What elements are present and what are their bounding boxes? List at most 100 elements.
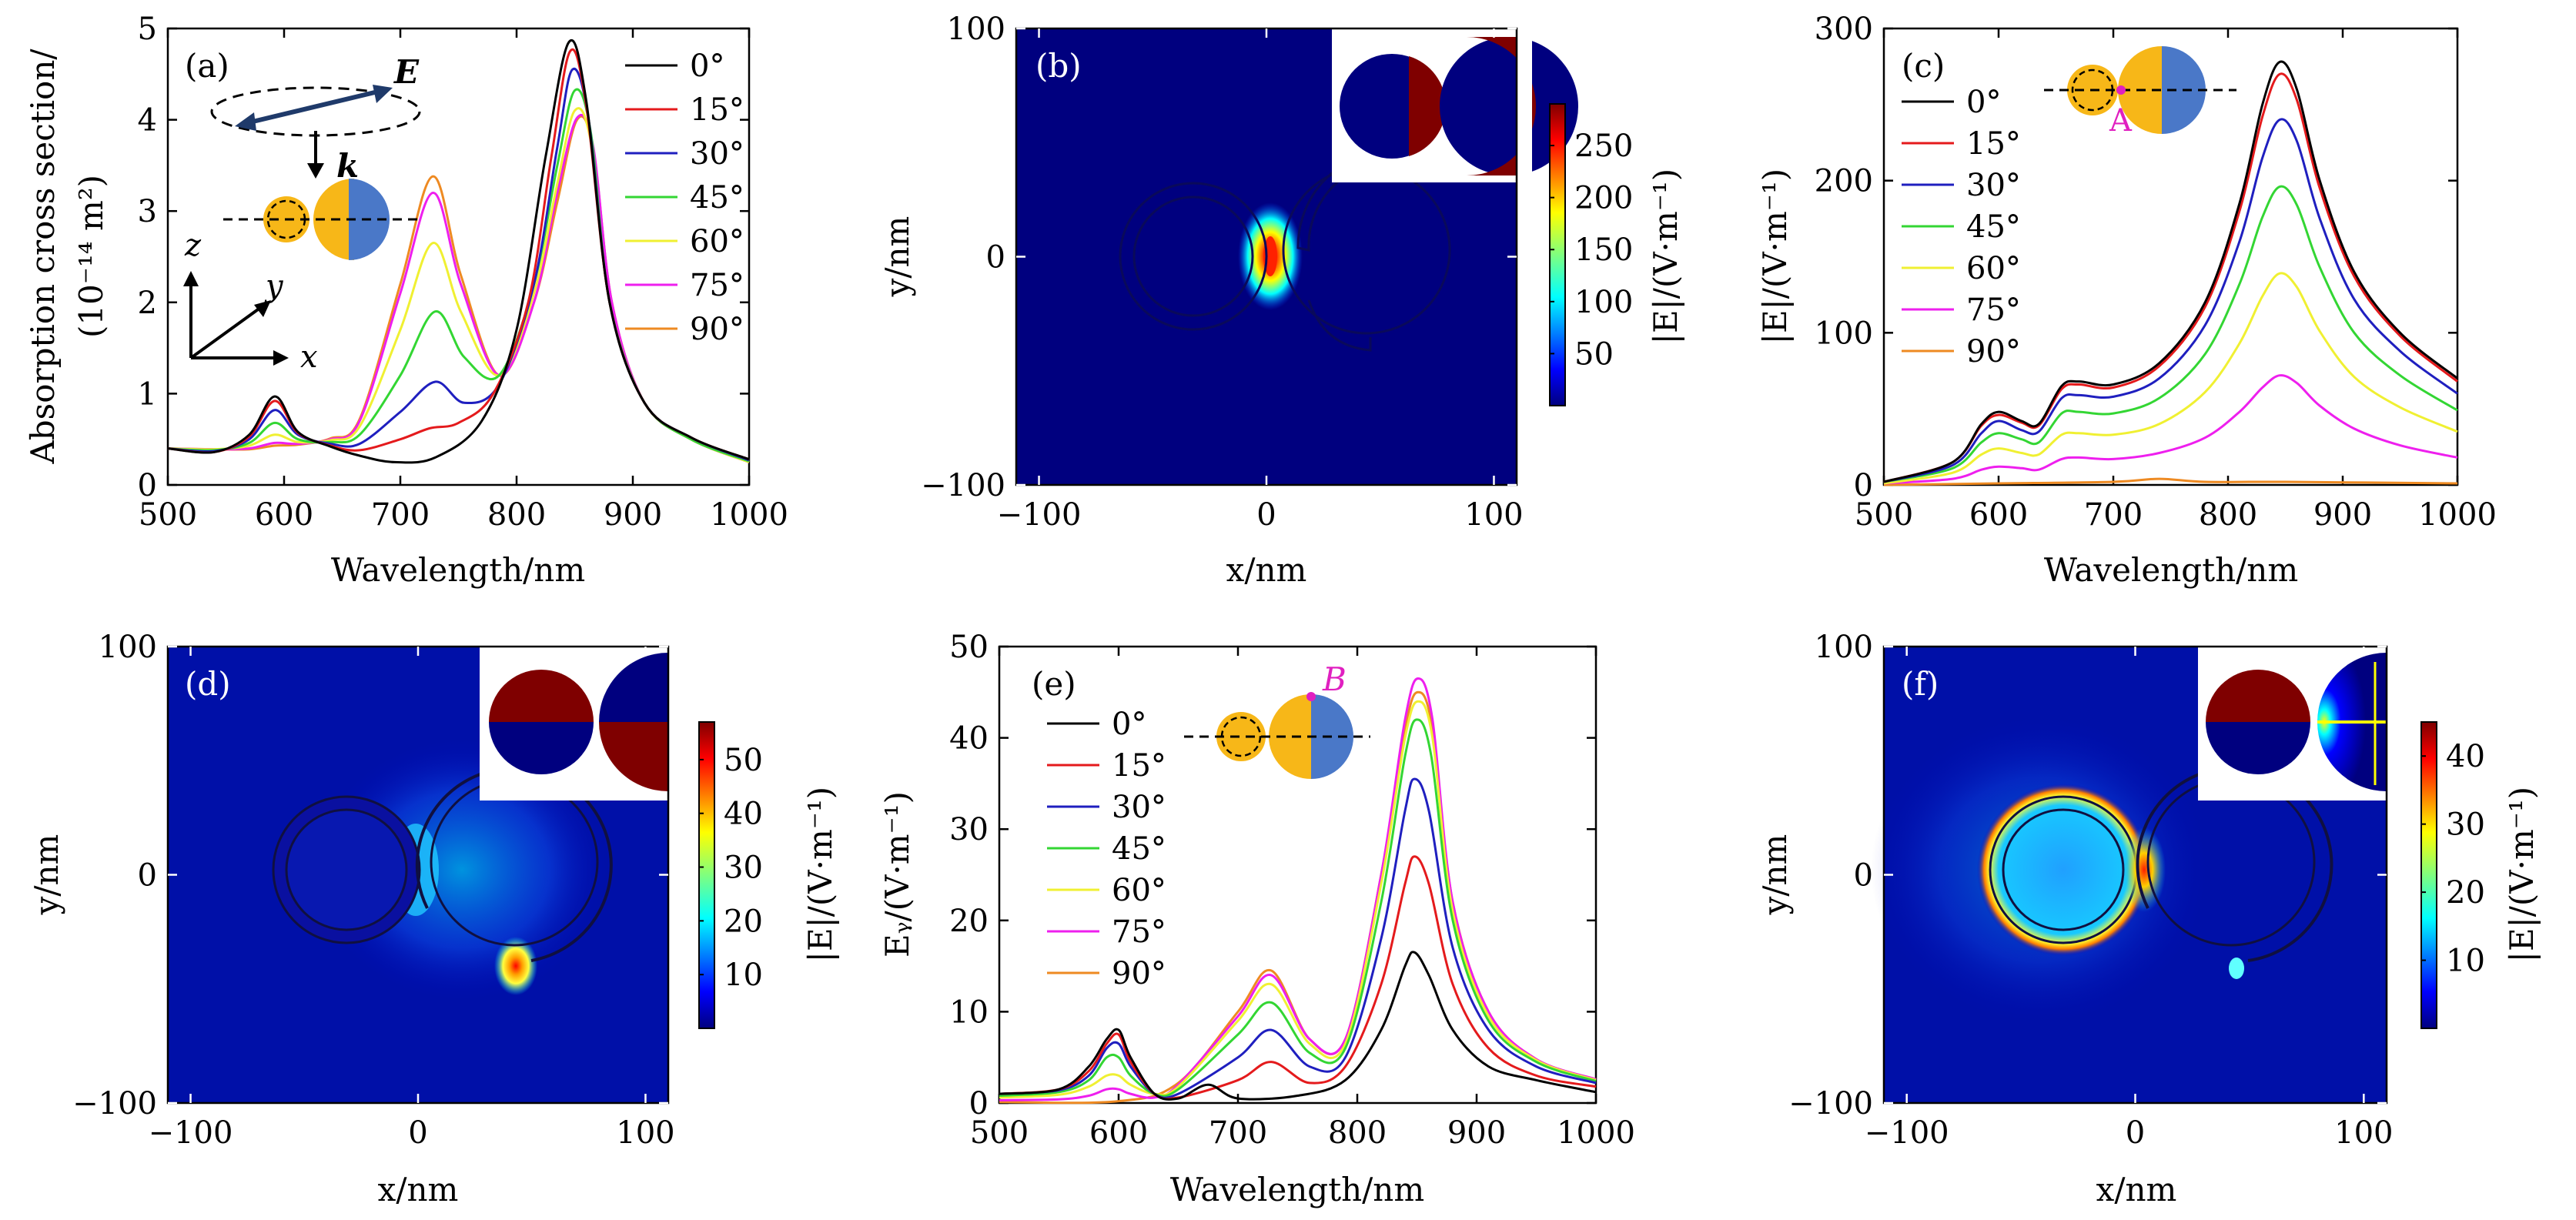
panel-f-gap-hotspot (2123, 827, 2166, 912)
series-line-75deg (1883, 374, 2458, 485)
x-tick-label: −100 (1865, 1115, 1949, 1151)
e-field-arrow (246, 89, 382, 125)
x-tick-label: 100 (1464, 497, 1523, 533)
series-line-30deg (999, 777, 1597, 1099)
y-tick-label: 100 (1815, 630, 1873, 665)
colorbar-tick-label: 20 (724, 904, 763, 939)
colorbar-tick-label: 30 (2446, 807, 2485, 843)
x-tick-label: 0 (1256, 497, 1276, 533)
e-field-label: E (393, 53, 420, 91)
x-tick-label: 1000 (710, 497, 788, 533)
panel-e-ylabel: Eᵧ/(V·m⁻¹) (878, 791, 916, 958)
legend-label: 30° (1112, 790, 1166, 825)
y-tick-label: −100 (72, 1086, 157, 1121)
panel-c-ylabel: |E|/(V·m⁻¹) (1756, 169, 1794, 344)
x-tick-label: 0 (2126, 1115, 2145, 1151)
colorbar-tick-label: 30 (724, 851, 763, 886)
panel-a-series (167, 39, 750, 464)
panel-f-tip-hotspot (2229, 958, 2244, 979)
panel-b-left-ring-inner (1132, 196, 1254, 317)
y-tick-label: 300 (1815, 12, 1873, 47)
x-tick-label: 100 (2334, 1115, 2393, 1151)
series-line-0deg (999, 951, 1597, 1101)
y-tick-label: 2 (138, 286, 157, 321)
panel-f-xlabel: x/nm (2096, 1171, 2177, 1208)
panel-d-xlabel: x/nm (378, 1171, 459, 1208)
panel-d-label: (d) (185, 665, 231, 703)
series-line-0deg (1883, 60, 2458, 483)
point-b-label: B (1322, 660, 1347, 698)
legend-label: 0° (690, 48, 724, 84)
legend-label: 30° (690, 136, 744, 172)
legend-label: 90° (690, 312, 744, 347)
x-tick-label: 600 (1969, 497, 2028, 533)
y-tick-label: −100 (921, 468, 1005, 503)
panel-f-colorbar (2420, 721, 2437, 1029)
y-tick-label: 40 (949, 721, 989, 757)
e-field-arrowhead-left (235, 112, 256, 131)
legend-label: 45° (690, 180, 744, 216)
panel-e-ticks: 500 600 700 800 900 1000 0 10 20 30 40 50 (949, 630, 1635, 1151)
axis-x-label: x (300, 339, 318, 375)
y-tick-label: 0 (1854, 858, 1873, 894)
x-tick-label: 900 (604, 497, 662, 533)
legend-label: 60° (1112, 873, 1166, 908)
y-tick-label: 50 (949, 630, 989, 665)
panel-a-xlabel: Wavelength/nm (331, 551, 585, 589)
panel-d-colorbar-label: |E|/(V·m⁻¹) (801, 787, 839, 962)
panel-d: −100 0 100 −100 0 100 (d) y/nm x/nm 10 20 30 40 5… (28, 630, 839, 1208)
y-tick-label: 100 (947, 12, 1005, 47)
point-a-marker (2116, 85, 2126, 95)
series-line-60deg (1883, 272, 2458, 485)
colorbar-tick-label: 50 (1574, 336, 1614, 372)
panel-a: 500 600 700 800 900 1000 0 1 2 3 4 5 (a) Absorption… (24, 12, 788, 589)
y-tick-label: 100 (99, 630, 157, 665)
panel-a-schematic: E k z y x (183, 53, 421, 375)
x-tick-label: 800 (487, 497, 546, 533)
panel-a-ylabel-line1: Absorption cross section/ (24, 48, 62, 465)
panel-b-colorbar (1549, 103, 1566, 406)
y-tick-label: 200 (1815, 164, 1873, 199)
series-line-30deg (1883, 118, 2458, 483)
y-tick-label: 1 (138, 376, 157, 412)
x-tick-label: 500 (139, 497, 197, 533)
y-tick-label: 10 (949, 994, 989, 1030)
panel-c-ticks: 500 600 700 800 900 1000 0 100 200 300 (1815, 12, 2497, 533)
series-line-0deg (167, 39, 750, 464)
point-b-marker (1306, 692, 1316, 701)
legend-label: 15° (1112, 748, 1166, 784)
y-tick-label: 0 (1854, 468, 1873, 503)
y-tick-label: 4 (138, 103, 157, 139)
series-line-15deg (999, 855, 1597, 1101)
legend-label: 15° (690, 92, 744, 128)
y-tick-label: 0 (986, 240, 1005, 276)
panel-b-colorbar-ticks: 50 100 150 200 250 (1550, 129, 1633, 372)
legend-label: 60° (690, 224, 744, 259)
colorbar-tick-label: 200 (1574, 181, 1633, 216)
panel-f-colorbar-ticks: 10 20 30 40 (2421, 739, 2485, 979)
panel-e-label: (e) (1032, 665, 1076, 703)
legend-label: 15° (1966, 126, 2021, 162)
panel-c: 500 600 700 800 900 1000 0 100 200 300 (c) |E|/(V… (1756, 12, 2497, 589)
y-tick-label: −100 (1788, 1086, 1873, 1121)
y-tick-label: 0 (138, 468, 157, 503)
dimer-schematic-c: A (2044, 46, 2236, 139)
legend-label: 0° (1966, 85, 2001, 120)
x-tick-label: 800 (2199, 497, 2257, 533)
x-tick-label: 900 (2313, 497, 2372, 533)
panel-d-halo (316, 739, 608, 1001)
series-line-75deg (167, 113, 750, 463)
panel-f-ticks: −100 0 100 −100 0 100 (1788, 630, 2393, 1151)
colorbar-tick-label: 10 (724, 958, 763, 993)
legend-label: 0° (1112, 707, 1146, 742)
panel-b: −100 0 100 −100 0 100 (b) y/nm x/nm 50 100 150 2… (878, 12, 1684, 589)
colorbar-tick-label: 50 (724, 743, 763, 778)
legend-label: 90° (1966, 334, 2021, 369)
panel-d-inset (480, 647, 668, 801)
e-field-arrowhead-right (373, 85, 393, 103)
panel-a-ticks: 500 600 700 800 900 1000 0 1 2 3 4 5 (138, 12, 788, 533)
x-tick-label: 0 (408, 1115, 427, 1151)
y-tick-label: 0 (138, 858, 157, 894)
y-tick-label: 100 (1815, 316, 1873, 351)
